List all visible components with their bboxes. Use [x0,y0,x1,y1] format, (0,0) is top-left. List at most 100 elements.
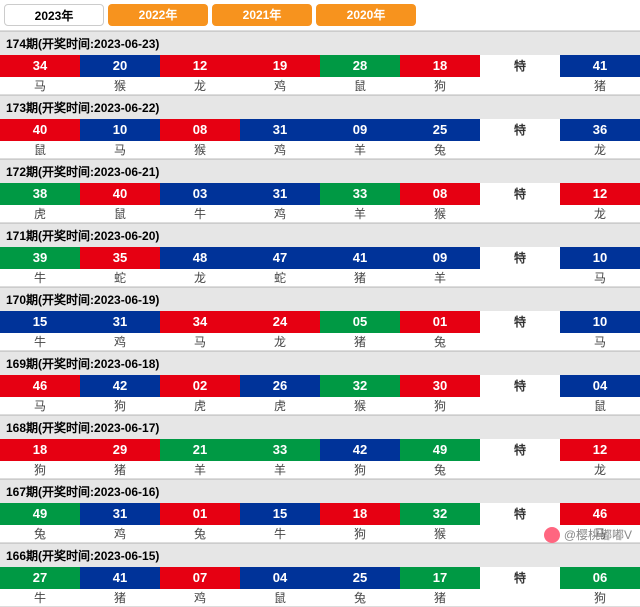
zodiac-cell: 马 [160,333,240,351]
draw-number: 18 [320,503,400,525]
draw-number: 09 [400,247,480,269]
draw-zodiac-row: 鼠马猴鸡羊兔龙 [0,141,640,159]
draw-number: 01 [160,503,240,525]
draw-number: 28 [320,55,400,77]
draw-number: 41 [80,567,160,589]
draw-header: 170期(开奖时间:2023-06-19) [0,287,640,311]
zodiac-blank [480,269,560,287]
special-label: 特 [480,567,560,589]
draw-zodiac-row: 马猴龙鸡鼠狗猪 [0,77,640,95]
zodiac-special: 龙 [560,461,640,479]
draw-number: 33 [240,439,320,461]
draw-zodiac-row: 马狗虎虎猴狗鼠 [0,397,640,415]
draw-number-row: 342012192818特41 [0,55,640,77]
special-number: 10 [560,247,640,269]
draw-number: 42 [80,375,160,397]
zodiac-cell: 牛 [160,205,240,223]
draw-number: 10 [80,119,160,141]
zodiac-cell: 猪 [400,589,480,607]
draw-number: 40 [0,119,80,141]
year-tab-2020年[interactable]: 2020年 [316,4,416,26]
draw-header: 167期(开奖时间:2023-06-16) [0,479,640,503]
draw-number: 05 [320,311,400,333]
draw-header: 168期(开奖时间:2023-06-17) [0,415,640,439]
special-number: 12 [560,439,640,461]
special-number: 06 [560,567,640,589]
special-label: 特 [480,183,560,205]
zodiac-cell: 龙 [160,269,240,287]
special-number: 12 [560,183,640,205]
special-number: 46 [560,503,640,525]
draw-number: 39 [0,247,80,269]
draw-number: 21 [160,439,240,461]
zodiac-cell: 羊 [320,141,400,159]
zodiac-cell: 羊 [160,461,240,479]
zodiac-cell: 牛 [0,269,80,287]
draw-number: 32 [400,503,480,525]
draw-number-row: 182921334249特12 [0,439,640,461]
zodiac-blank [480,77,560,95]
watermark: @樱桃嘟嘟V [544,526,632,543]
zodiac-special: 龙 [560,141,640,159]
zodiac-cell: 兔 [160,525,240,543]
zodiac-cell: 猴 [80,77,160,95]
zodiac-special: 龙 [560,205,640,223]
draw-number: 15 [0,311,80,333]
draw-number: 25 [400,119,480,141]
special-label: 特 [480,503,560,525]
draw-number: 34 [0,55,80,77]
draw-zodiac-row: 牛猪鸡鼠兔猪狗 [0,589,640,607]
zodiac-blank [480,141,560,159]
zodiac-special: 马 [560,269,640,287]
zodiac-cell: 鸡 [240,77,320,95]
draw-number: 30 [400,375,480,397]
draw-header: 171期(开奖时间:2023-06-20) [0,223,640,247]
zodiac-cell: 鸡 [80,525,160,543]
zodiac-cell: 鸡 [80,333,160,351]
draw-number: 03 [160,183,240,205]
draw-number: 09 [320,119,400,141]
draw-zodiac-row: 虎鼠牛鸡羊猴龙 [0,205,640,223]
draw-number-row: 384003313308特12 [0,183,640,205]
draw-number: 34 [160,311,240,333]
year-tabbar: 2023年2022年2021年2020年 [0,0,640,31]
special-label: 特 [480,375,560,397]
draw-number: 35 [80,247,160,269]
zodiac-blank [480,589,560,607]
zodiac-cell: 鸡 [240,205,320,223]
draw-number: 29 [80,439,160,461]
draw-number: 31 [240,119,320,141]
zodiac-special: 狗 [560,589,640,607]
zodiac-cell: 兔 [400,333,480,351]
zodiac-cell: 猴 [400,205,480,223]
draw-number: 07 [160,567,240,589]
zodiac-cell: 鸡 [240,141,320,159]
year-tab-2023年[interactable]: 2023年 [4,4,104,26]
zodiac-cell: 马 [0,77,80,95]
watermark-text: @樱桃嘟嘟V [564,526,632,543]
zodiac-cell: 猪 [80,461,160,479]
zodiac-cell: 牛 [0,333,80,351]
zodiac-cell: 蛇 [240,269,320,287]
draw-number: 46 [0,375,80,397]
zodiac-blank [480,333,560,351]
draw-number-row: 493101151832特46 [0,503,640,525]
draw-number: 27 [0,567,80,589]
draw-number: 48 [160,247,240,269]
draw-number: 08 [160,119,240,141]
zodiac-cell: 狗 [400,77,480,95]
zodiac-cell: 猴 [160,141,240,159]
zodiac-cell: 马 [0,397,80,415]
special-label: 特 [480,55,560,77]
year-tab-2021年[interactable]: 2021年 [212,4,312,26]
draw-number: 32 [320,375,400,397]
zodiac-cell: 牛 [0,589,80,607]
draw-number: 18 [0,439,80,461]
avatar-icon [544,527,560,543]
draw-number-row: 274107042517特06 [0,567,640,589]
zodiac-special: 马 [560,333,640,351]
zodiac-cell: 兔 [400,461,480,479]
zodiac-cell: 猴 [320,397,400,415]
year-tab-2022年[interactable]: 2022年 [108,4,208,26]
draw-number: 24 [240,311,320,333]
